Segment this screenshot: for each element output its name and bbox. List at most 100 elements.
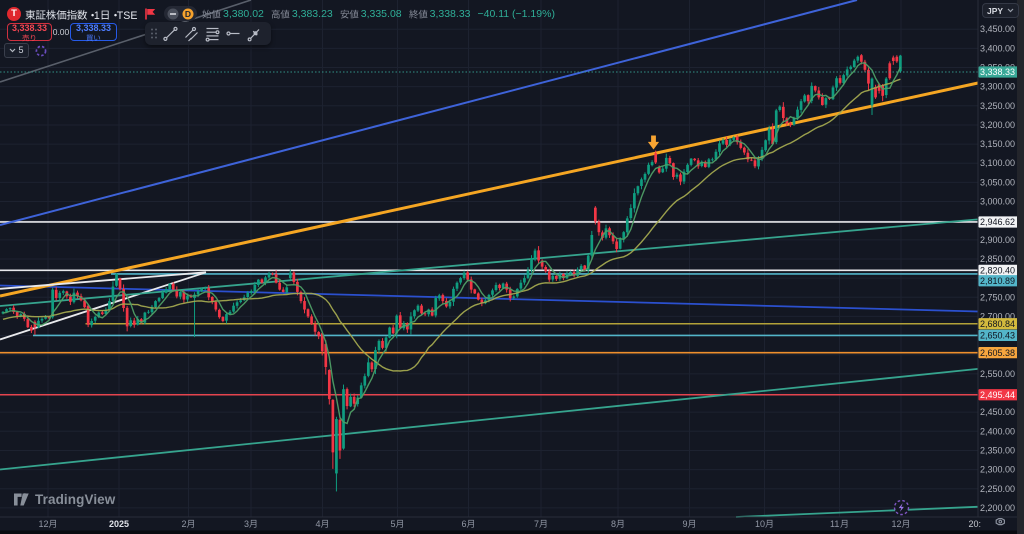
tool-horizontal-line[interactable] xyxy=(223,23,244,44)
minimize-icon[interactable] xyxy=(167,8,179,20)
time-axis-label-month-glyph xyxy=(320,519,328,528)
svg-text:2,680.84: 2,680.84 xyxy=(980,319,1015,329)
chart-style-pill[interactable]: D xyxy=(164,6,197,21)
indicator-count: 5 xyxy=(18,45,24,55)
time-axis-label: 7 xyxy=(534,519,539,529)
candles[interactable] xyxy=(1,54,902,492)
price-badge-2,680.84: 2,680.84 xyxy=(978,318,1019,330)
interval-letter: D xyxy=(185,9,191,19)
symbol-title[interactable]: 1 TSE xyxy=(25,8,138,21)
window-bottom-edge xyxy=(0,530,1024,534)
trendline-white-shallow[interactable] xyxy=(0,271,207,290)
time-axis-label: 12 xyxy=(891,519,901,529)
time-axis-label-month-glyph xyxy=(48,519,56,528)
currency-selector[interactable]: JPY xyxy=(982,3,1019,18)
ohlc-label xyxy=(408,8,428,19)
time-axis-label-month-glyph xyxy=(539,519,547,528)
watermark-text: TradingView xyxy=(35,492,116,507)
buy-label xyxy=(86,33,101,42)
scrollbar-strip xyxy=(1017,0,1024,534)
tool-cross-line[interactable] xyxy=(244,23,265,44)
price-axis-label: 2,200.00 xyxy=(980,503,1015,513)
trendline-blue-main[interactable] xyxy=(0,0,858,226)
price-axis-label: 2,300.00 xyxy=(980,465,1015,475)
price-badge-2,820.40: 2,820.40 xyxy=(978,264,1019,276)
price-badge-2,605.38: 2,605.38 xyxy=(978,347,1019,359)
price-axis-label: 2,350.00 xyxy=(980,445,1015,455)
buy-button[interactable]: 3,338.33 xyxy=(70,23,117,42)
price-badge-2,946.62: 2,946.62 xyxy=(978,216,1019,228)
timezone-settings-gear-icon[interactable] xyxy=(995,518,1005,526)
lightning-event-icon[interactable] xyxy=(893,499,910,516)
svg-text:3,338.33: 3,338.33 xyxy=(980,67,1015,77)
price-badge-2,810.89: 2,810.89 xyxy=(978,275,1019,287)
price-axis-label: 2,250.00 xyxy=(980,484,1015,494)
time-axis-label: 11 xyxy=(830,519,839,529)
price-axis-label: 2,450.00 xyxy=(980,407,1015,417)
svg-text:2,946.62: 2,946.62 xyxy=(980,217,1015,227)
time-axis-label: 2025 xyxy=(109,519,129,529)
time-axis-label: 12 xyxy=(38,519,48,529)
sell-button[interactable]: 3,338.33 xyxy=(7,23,52,42)
arrow-down-marker[interactable] xyxy=(647,135,660,150)
spread-value: 0.00 xyxy=(52,27,70,37)
indicators-legend-toggle[interactable]: 5 xyxy=(4,43,29,58)
ohlc-values: 3,380.02 3,383.23 3,335.08 3,338.33 −40.11 (… xyxy=(202,8,555,20)
trendline-teal-steep[interactable] xyxy=(0,368,979,471)
tradingview-logo-icon xyxy=(14,493,29,506)
price-axis-label: 2,850.00 xyxy=(980,254,1015,264)
symbol-header: T 1 TSE D 3,380.02 3,383.23 3,335.08 3,338.3… xyxy=(7,5,555,22)
time-axis-label-month-glyph xyxy=(466,519,474,528)
time-axis-label-month-glyph xyxy=(249,519,257,528)
time-axis-label: 8 xyxy=(611,519,616,529)
ohlc-label xyxy=(340,8,359,19)
flag-icon[interactable] xyxy=(143,7,158,21)
price-axis-label: 3,300.00 xyxy=(980,82,1015,92)
price-axis-label: 2,700.00 xyxy=(980,311,1015,321)
time-axis-label-month-glyph xyxy=(765,519,773,528)
ma-fast-line xyxy=(2,62,902,425)
ma-slow-line xyxy=(2,78,901,372)
current-price-badge: 3,338.33 xyxy=(978,66,1019,78)
time-axis-label-month-glyph xyxy=(186,519,194,528)
svg-text:2,495.44: 2,495.44 xyxy=(980,390,1015,400)
price-axis-label: 3,250.00 xyxy=(980,101,1015,111)
price-axis-label: 2,550.00 xyxy=(980,369,1015,379)
time-axis-label-month-glyph xyxy=(687,519,695,528)
trendline-orange-main[interactable] xyxy=(0,81,979,298)
price-badge-2,650.43: 2,650.43 xyxy=(978,329,1019,342)
tradingview-watermark[interactable]: TradingView xyxy=(14,492,115,507)
daily-interval-icon[interactable]: D xyxy=(182,8,194,20)
svg-text:2,605.38: 2,605.38 xyxy=(980,348,1015,358)
tool-parallel-lines[interactable] xyxy=(181,23,202,44)
svg-text:2,820.40: 2,820.40 xyxy=(980,266,1015,276)
trendline-teal-bottom[interactable] xyxy=(735,505,981,518)
ohlc-value: 3,383.23 xyxy=(291,7,333,20)
sell-label xyxy=(22,33,37,42)
drawing-toolbar[interactable] xyxy=(145,22,271,45)
tool-trend-line[interactable] xyxy=(160,23,181,44)
time-axis-label-month-glyph xyxy=(616,519,624,528)
loading-spinner-icon xyxy=(35,45,47,57)
drag-handle[interactable] xyxy=(148,23,160,44)
price-axis-label: 3,050.00 xyxy=(980,177,1015,187)
trendline-white-steep[interactable] xyxy=(0,271,207,341)
price-axis-label: 3,200.00 xyxy=(980,120,1015,130)
trendline-gray-steep[interactable] xyxy=(0,0,252,83)
ohlc-value: 3,380.02 xyxy=(223,7,264,20)
time-axis-label-month-glyph xyxy=(395,519,403,528)
ohlc-label xyxy=(202,8,221,19)
tool-fib-retracement[interactable] xyxy=(202,23,223,44)
svg-text:2,650.43: 2,650.43 xyxy=(980,331,1015,341)
time-axis-label: 6 xyxy=(461,519,466,529)
time-axis-label: 2 xyxy=(181,519,186,529)
svg-text:1: 1 xyxy=(94,9,100,21)
price-axis-label: 3,400.00 xyxy=(980,43,1015,53)
symbol-logo[interactable]: T xyxy=(7,6,21,21)
svg-text:TSE: TSE xyxy=(117,9,138,21)
price-axis-label: 3,450.00 xyxy=(980,24,1015,34)
buy-price: 3,338.33 xyxy=(75,23,112,34)
price-axis-label: 3,100.00 xyxy=(980,158,1015,168)
time-axis: 12 2025 2 3 4 5 6 7 8 9 10 11 12 20: xyxy=(38,518,1005,529)
